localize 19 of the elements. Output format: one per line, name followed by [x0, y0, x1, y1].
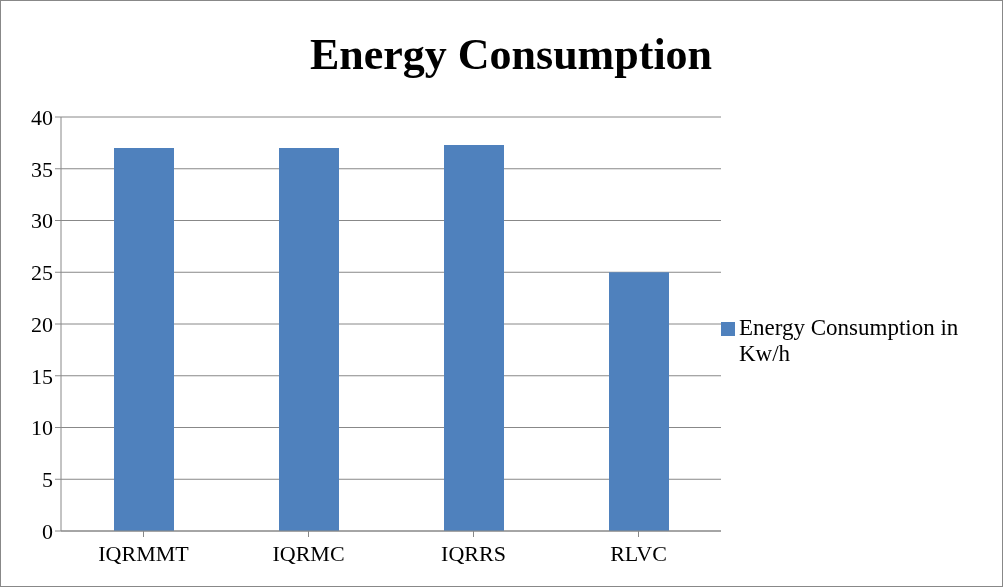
legend-label: Energy Consumption in Kw/h: [739, 315, 960, 367]
chart-title: Energy Consumption: [308, 29, 714, 80]
x-tick-label: IQRMMT: [98, 540, 190, 566]
y-tick-label: 5: [42, 467, 53, 493]
x-tick-label: RLVC: [610, 540, 667, 566]
y-tick-label: 35: [31, 156, 53, 182]
bar: [279, 148, 339, 531]
y-tick-label: 25: [31, 260, 53, 286]
x-tick-label: IQRMC: [272, 540, 345, 566]
y-tick-label: 0: [42, 518, 53, 544]
bar: [444, 144, 504, 531]
y-tick-label: 20: [31, 311, 53, 337]
y-tick-label: 30: [31, 208, 53, 234]
y-tick-label: 15: [31, 363, 53, 389]
bar: [114, 148, 174, 531]
y-tick-label: 10: [31, 415, 53, 441]
x-tick-label: IQRRS: [441, 540, 506, 566]
bar: [609, 272, 669, 531]
y-tick-label: 40: [31, 104, 53, 130]
